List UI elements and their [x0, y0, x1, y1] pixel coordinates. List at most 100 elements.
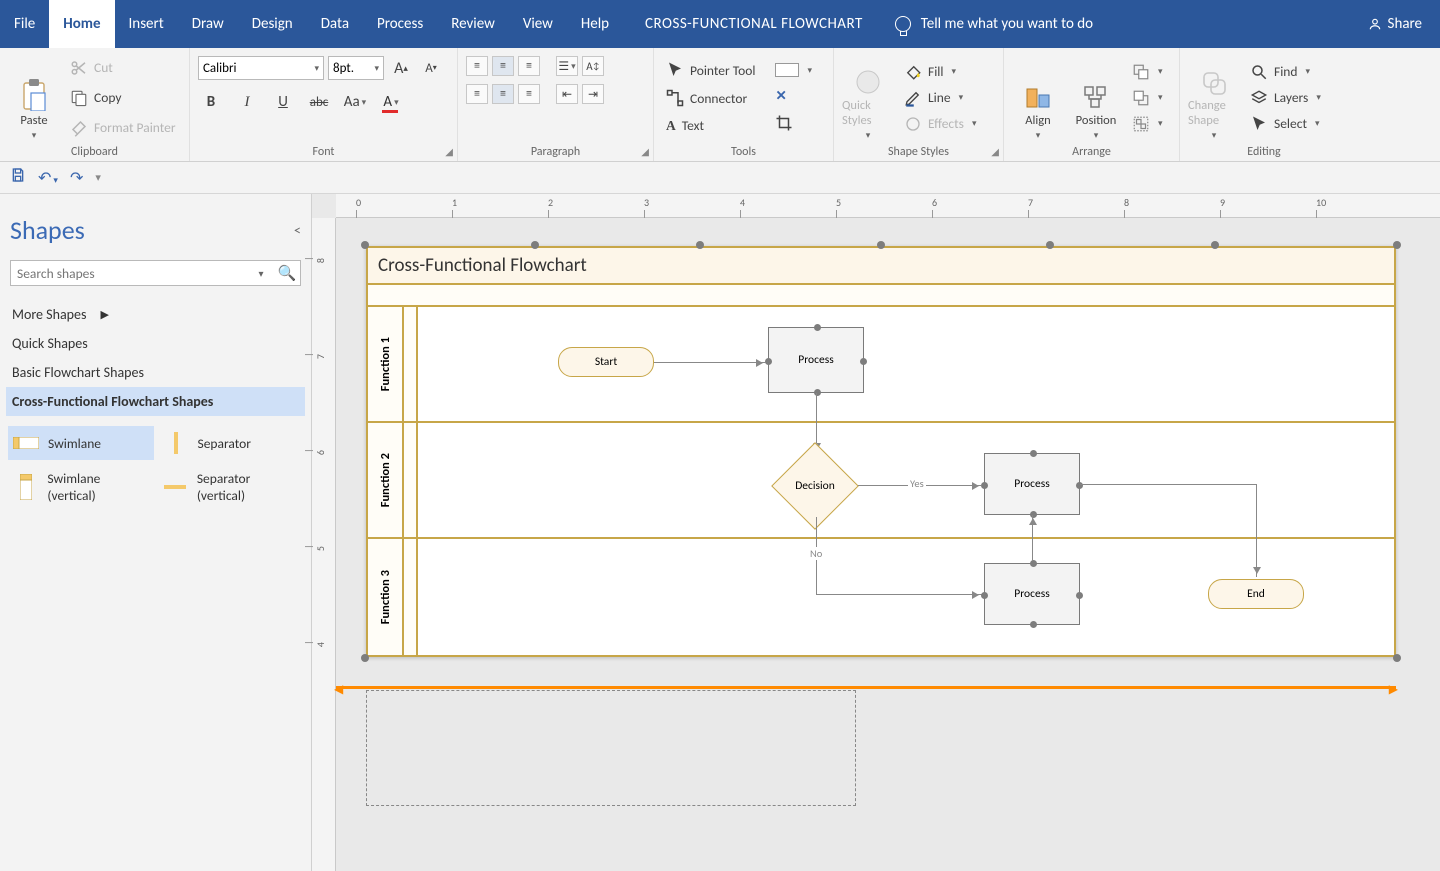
shape-process-3[interactable]: Process	[984, 563, 1080, 625]
stencil-more-shapes[interactable]: More Shapes ▶	[6, 300, 305, 329]
connector-tool-button[interactable]: Connector	[662, 87, 759, 109]
shapes-search[interactable]: ▾ 🔍	[10, 260, 301, 286]
cff-container-selection[interactable]: Cross-Functional Flowchart Function 1 St…	[366, 246, 1396, 657]
cff-phase-bar[interactable]	[368, 285, 1394, 307]
lane-3-header[interactable]: Function 3	[368, 539, 404, 655]
font-name-combo[interactable]: Calibri▾	[198, 56, 324, 80]
search-dropdown-icon[interactable]: ▾	[248, 267, 274, 280]
align-bottom-center-button[interactable]: ≡	[492, 84, 514, 104]
search-icon[interactable]: 🔍	[274, 264, 300, 283]
edge-decision-no-c[interactable]	[816, 594, 982, 595]
cut-button[interactable]: Cut	[66, 57, 180, 79]
edge-proc2-end-v1[interactable]	[1256, 484, 1257, 539]
align-bottom-left-button[interactable]: ≡	[466, 84, 488, 104]
share-button[interactable]: Share	[1350, 15, 1440, 33]
paste-button[interactable]: Paste ▾	[8, 52, 60, 143]
effects-button[interactable]: Effects▾	[900, 113, 980, 135]
cff-container[interactable]: Cross-Functional Flowchart Function 1 St…	[366, 246, 1396, 657]
find-button[interactable]: Find▾	[1246, 61, 1325, 83]
select-button[interactable]: Select▾	[1246, 113, 1325, 135]
cff-title[interactable]: Cross-Functional Flowchart	[368, 248, 1394, 285]
tab-process[interactable]: Process	[363, 0, 437, 48]
italic-button[interactable]: I	[234, 90, 260, 114]
layers-button[interactable]: Layers▾	[1246, 87, 1325, 109]
edge-proc2-end-h[interactable]	[1080, 484, 1256, 485]
canvas[interactable]: 012345678910 87654 Cross-Functional Flow…	[312, 194, 1440, 871]
lane-2-body[interactable]: Decision Process Yes	[418, 423, 1394, 537]
shape-separator-vertical[interactable]: Separator (vertical)	[158, 464, 304, 510]
lane-3-body[interactable]: No Process End	[418, 539, 1394, 655]
shrink-font-button[interactable]: A▾	[418, 56, 444, 80]
tab-view[interactable]: View	[509, 0, 567, 48]
fill-button[interactable]: Fill▾	[900, 61, 980, 83]
tab-draw[interactable]: Draw	[178, 0, 238, 48]
save-button[interactable]	[10, 167, 26, 188]
paragraph-dialog-launcher-icon[interactable]: ◢	[641, 145, 649, 158]
lane-2[interactable]: Function 2 Decision Process Yes	[368, 423, 1394, 539]
edge-proc1-down-a[interactable]	[816, 393, 817, 423]
tab-home[interactable]: Home	[49, 0, 114, 48]
shapes-search-input[interactable]	[11, 265, 248, 282]
tab-insert[interactable]: Insert	[115, 0, 178, 48]
shape-swimlane[interactable]: Swimlane	[8, 426, 154, 460]
lane-3[interactable]: Function 3 No Process	[368, 539, 1394, 655]
stencil-quick-shapes[interactable]: Quick Shapes	[6, 329, 305, 358]
copy-button[interactable]: Copy	[66, 87, 180, 109]
drawing-page[interactable]: Cross-Functional Flowchart Function 1 St…	[366, 246, 1396, 657]
edge-decision-no-a[interactable]	[816, 517, 817, 539]
bullets-button[interactable]: ☰▾	[556, 56, 578, 76]
shape-decision[interactable]: Decision	[784, 455, 846, 517]
format-painter-button[interactable]: Format Painter	[66, 117, 180, 139]
shape-process-1[interactable]: Process	[768, 327, 864, 393]
bold-button[interactable]: B	[198, 90, 224, 114]
lane-1-header[interactable]: Function 1	[368, 307, 404, 421]
tab-data[interactable]: Data	[307, 0, 363, 48]
grow-font-button[interactable]: A▴	[388, 56, 414, 80]
edge-proc3-proc2[interactable]	[1032, 515, 1033, 561]
lane-resize-bar[interactable]: ◀▶	[336, 686, 1396, 689]
change-shape-button[interactable]: Change Shape▾	[1188, 52, 1240, 143]
shapestyles-dialog-launcher-icon[interactable]: ◢	[991, 145, 999, 158]
tab-design[interactable]: Design	[238, 0, 307, 48]
shape-process-2[interactable]: Process	[984, 453, 1080, 515]
font-size-combo[interactable]: 8pt.▾	[328, 56, 384, 80]
align-top-left-button[interactable]: ≡	[466, 56, 488, 76]
quick-styles-button[interactable]: Quick Styles▾	[842, 52, 894, 143]
group-shapes-button[interactable]: ▾	[1128, 113, 1167, 135]
tellme-search[interactable]: Tell me what you want to do	[895, 15, 1093, 33]
text-tool-button[interactable]: A Text	[662, 115, 759, 136]
text-direction-button[interactable]: A↕	[582, 56, 604, 76]
strike-button[interactable]: abc	[306, 90, 332, 114]
shape-separator[interactable]: Separator	[158, 426, 304, 460]
tab-file[interactable]: File	[0, 0, 49, 48]
pointer-tool-button[interactable]: Pointer Tool	[662, 59, 759, 81]
align-bottom-right-button[interactable]: ≡	[518, 84, 540, 104]
stencil-basic-flowchart[interactable]: Basic Flowchart Shapes	[6, 358, 305, 387]
undo-button[interactable]: ↶▾	[38, 168, 58, 188]
qat-customize-button[interactable]: ▾	[95, 171, 101, 184]
redo-button[interactable]: ↷	[70, 168, 83, 188]
align-button[interactable]: Align▾	[1012, 52, 1064, 143]
tab-help[interactable]: Help	[567, 0, 623, 48]
lane-1-body[interactable]: Start Process	[418, 307, 1394, 421]
tab-review[interactable]: Review	[437, 0, 509, 48]
shapes-collapse-button[interactable]: <	[294, 222, 301, 239]
decrease-indent-button[interactable]: ⇤	[556, 84, 578, 104]
font-dialog-launcher-icon[interactable]: ◢	[445, 145, 453, 158]
paste-dropdown-icon[interactable]: ▾	[32, 130, 37, 141]
edge-start-proc1[interactable]	[654, 362, 766, 363]
ink-tool-button[interactable]	[771, 112, 816, 134]
send-back-button[interactable]: ▾	[1128, 87, 1167, 109]
lane-2-header[interactable]: Function 2	[368, 423, 404, 537]
bring-front-button[interactable]: ▾	[1128, 61, 1167, 83]
line-button[interactable]: Line▾	[900, 87, 980, 109]
change-case-button[interactable]: Aa▾	[342, 90, 368, 114]
shape-start[interactable]: Start	[558, 347, 654, 377]
edge-proc2-end-v2[interactable]	[1256, 539, 1257, 577]
stencil-cff-shapes[interactable]: Cross-Functional Flowchart Shapes	[6, 387, 305, 416]
underline-button[interactable]: U	[270, 90, 296, 114]
lane-1[interactable]: Function 1 Start Process	[368, 307, 1394, 423]
shape-swimlane-vertical[interactable]: Swimlane (vertical)	[8, 464, 154, 510]
shape-end[interactable]: End	[1208, 579, 1304, 609]
connection-point-button[interactable]: ✕	[771, 85, 816, 106]
